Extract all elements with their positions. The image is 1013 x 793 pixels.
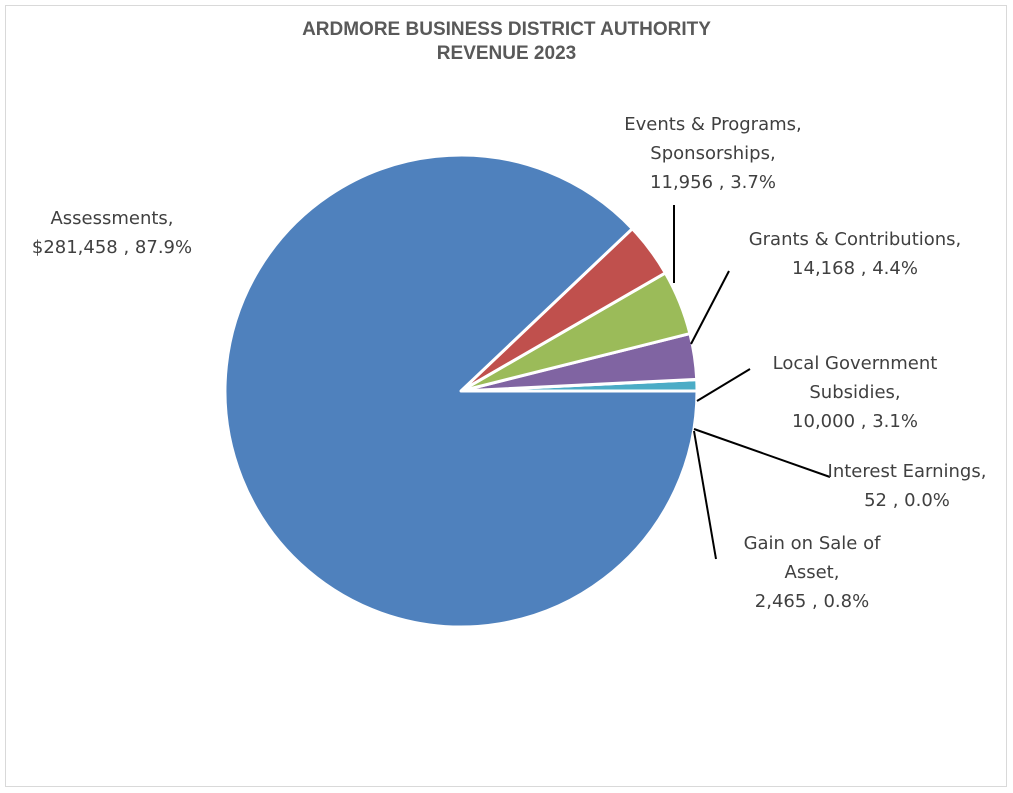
- data-label-line: 52 , 0.0%: [864, 490, 950, 511]
- leader-line-grants-contributions: [690, 270, 730, 345]
- pie-slice-assessments: [223, 153, 699, 629]
- data-label-line: 14,168 , 4.4%: [792, 258, 918, 279]
- data-label-line: Grants & Contributions,: [749, 229, 962, 250]
- data-label-line: 2,465 , 0.8%: [755, 591, 869, 612]
- data-label-line: 11,956 , 3.7%: [650, 172, 776, 193]
- data-label-events-programs-sponsorships: Events & Programs, Sponsorships, 11,956 , …: [624, 114, 801, 193]
- data-label-line: Gain on Sale of: [744, 533, 882, 554]
- data-label-line: Assessments,: [50, 208, 173, 229]
- data-label-line: Asset,: [785, 562, 840, 583]
- data-label-line: Local Government: [773, 353, 938, 374]
- leader-line-local-government-subsidies: [696, 368, 751, 402]
- data-label-gain-on-sale-of-asset: Gain on Sale of Asset, 2,465 , 0.8%: [744, 533, 882, 612]
- data-label-assessments: Assessments, $281,458 , 87.9%: [32, 208, 192, 258]
- chart-title: ARDMORE BUSINESS DISTRICT AUTHORITY REVE…: [0, 18, 1013, 66]
- data-label-line: Subsidies,: [809, 382, 900, 403]
- leader-line-interest-earnings: [693, 428, 831, 478]
- data-label-grants-contributions: Grants & Contributions, 14,168 , 4.4%: [749, 229, 962, 279]
- data-label-line: Events & Programs,: [624, 114, 801, 135]
- chart-title-line-2: REVENUE 2023: [436, 43, 577, 64]
- data-label-local-government-subsidies: Local Government Subsidies, 10,000 , 3.1%: [773, 353, 938, 432]
- data-label-line: Interest Earnings,: [828, 461, 987, 482]
- data-label-line: Sponsorships,: [650, 143, 775, 164]
- data-label-interest-earnings: Interest Earnings, 52 , 0.0%: [828, 461, 987, 511]
- data-label-line: $281,458 , 87.9%: [32, 237, 192, 258]
- chart-title-line-1: ARDMORE BUSINESS DISTRICT AUTHORITY: [302, 19, 711, 40]
- data-label-line: 10,000 , 3.1%: [792, 411, 918, 432]
- leader-line-gain-on-sale-of-asset: [693, 430, 717, 560]
